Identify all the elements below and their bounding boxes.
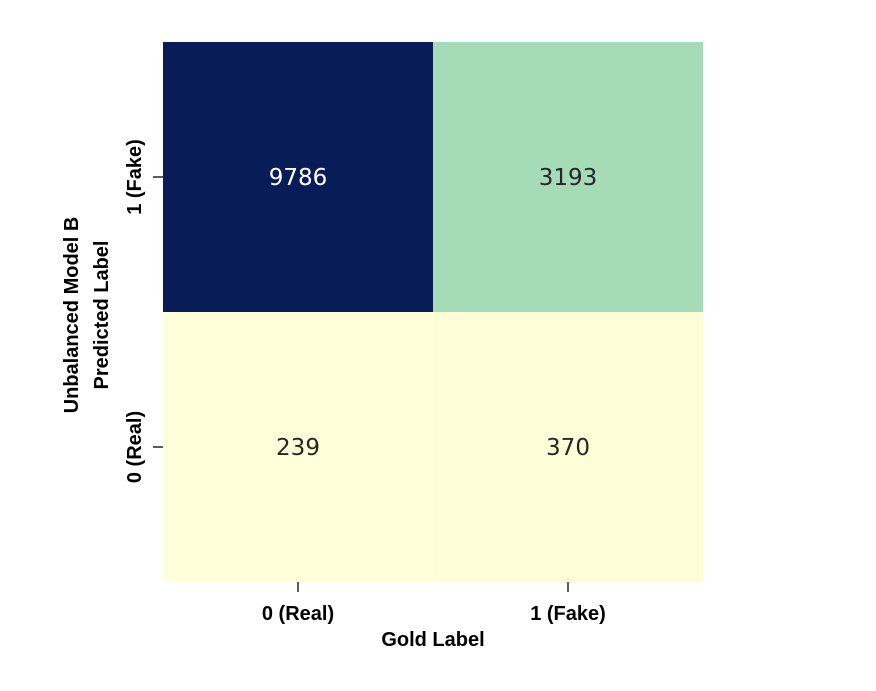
heatmap-cell-r0-c1 (433, 42, 703, 312)
heatmap-cell-value-r0-c0: 9786 (269, 165, 328, 191)
heatmap-cell-value-r0-c1: 3193 (539, 165, 598, 191)
x-tick-label-1: 1 (Fake) (530, 603, 606, 625)
y-tick-label-0: 1 (Fake) (124, 139, 146, 215)
heatmap-cells (163, 42, 703, 582)
x-tick-label-0: 0 (Real) (262, 603, 334, 625)
y-axis-title-line-2: Predicted Label (91, 241, 113, 390)
x-axis-title: Gold Label (381, 629, 484, 651)
heatmap-cell-value-r1-c0: 239 (276, 435, 320, 461)
heatmap-cell-r1-c0 (163, 312, 433, 582)
y-axis-ticks: 1 (Fake) 0 (Real) (124, 139, 163, 483)
y-axis-title: Unbalanced Model B Predicted Label (61, 217, 113, 414)
heatmap-cell-r0-c0 (163, 42, 433, 312)
y-axis-title-line-1: Unbalanced Model B (61, 217, 83, 414)
heatmap-cell-labels: 9786 3193 239 370 (269, 165, 598, 461)
x-axis-ticks: 0 (Real) 1 (Fake) (262, 582, 606, 625)
heatmap-cell-value-r1-c1: 370 (546, 435, 590, 461)
y-tick-label-1: 0 (Real) (124, 411, 146, 483)
heatmap-cell-r1-c1 (433, 312, 703, 582)
